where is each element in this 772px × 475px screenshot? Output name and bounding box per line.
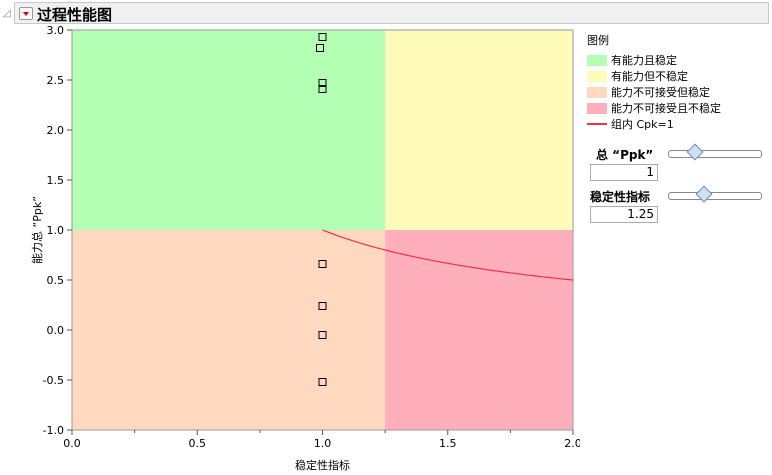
stability-slider-thumb[interactable] [695,185,713,203]
data-point [318,378,327,386]
region-capable-unstable [385,30,573,230]
region-incapable-stable [72,230,386,430]
ppk-input[interactable]: 1 [590,164,658,181]
data-point [318,33,327,41]
ppk-control: 总 “Ppk” 1 [590,143,762,181]
data-point [315,44,324,52]
legend-item: 有能力但不稳定 [587,68,721,84]
stability-slider[interactable] [668,185,762,203]
legend-swatch [587,86,607,98]
legend-label: 有能力但不稳定 [611,70,688,83]
data-point [318,302,327,310]
legend-title: 图例 [587,34,609,47]
legend-label: 组内 Cpk=1 [611,118,674,131]
ppk-slider[interactable] [668,143,762,161]
y-tick-label: -0.5 [43,374,64,387]
legend-item: 能力不可接受且不稳定 [587,100,721,116]
x-tick-label: 1.0 [314,437,332,450]
red-triangle-menu-button[interactable] [19,7,33,20]
stability-label: 稳定性指标 [590,190,651,204]
legend-swatch [587,54,607,66]
ppk-slider-thumb[interactable] [686,143,704,161]
y-tick-label: 3.0 [47,24,65,37]
y-axis-label: 能力总 “Ppk” [30,196,44,264]
x-tick-label: 1.5 [439,437,457,450]
x-axis-label: 稳定性指标 [295,458,350,472]
data-point [318,260,327,268]
data-point [318,85,327,93]
x-tick-label: 0.0 [63,437,81,450]
legend-label: 能力不可接受但稳定 [611,86,710,99]
report-header: 过程性能图 [14,2,769,24]
stability-control: 稳定性指标 1.25 [590,185,762,223]
legend-item: 组内 Cpk=1 [587,116,721,132]
process-performance-chart: 0.0 0.5 1.0 1.5 2.0 -1.0 -0.5 0.0 0.5 1.0 1.5 2.0 2.… [30,24,580,472]
legend: 图例 有能力且稳定 有能力但不稳定能力不可接受但稳定 能力不可接受且不稳定 组内 Cp… [587,32,721,132]
ppk-label: 总 “Ppk” [596,148,654,162]
data-point [318,331,327,339]
y-tick-label: 1.5 [47,174,65,187]
legend-swatch [587,123,607,125]
y-tick-label: -1.0 [43,424,64,437]
legend-item: 有能力且稳定 [587,52,721,68]
x-tick-label: 0.5 [189,437,207,450]
y-tick-label: 0.0 [47,324,65,337]
x-tick-label: 2.0 [564,437,580,450]
region-capable-stable [72,30,386,230]
legend-swatch [587,102,607,114]
legend-item: 能力不可接受但稳定 [587,84,721,100]
y-tick-label: 2.5 [47,74,65,87]
y-tick-label: 0.5 [47,274,65,287]
collapse-icon[interactable]: ◿ [3,8,11,19]
cpk-curve [322,229,574,281]
stability-input[interactable]: 1.25 [590,206,658,223]
y-tick-label: 1.0 [47,224,65,237]
legend-label: 能力不可接受且不稳定 [611,102,721,115]
region-incapable-unstable [385,230,573,430]
y-tick-label: 2.0 [47,124,65,137]
report-title: 过程性能图 [37,6,113,24]
legend-swatch [587,70,607,82]
data-point [318,79,327,87]
legend-label: 有能力且稳定 [611,54,677,67]
